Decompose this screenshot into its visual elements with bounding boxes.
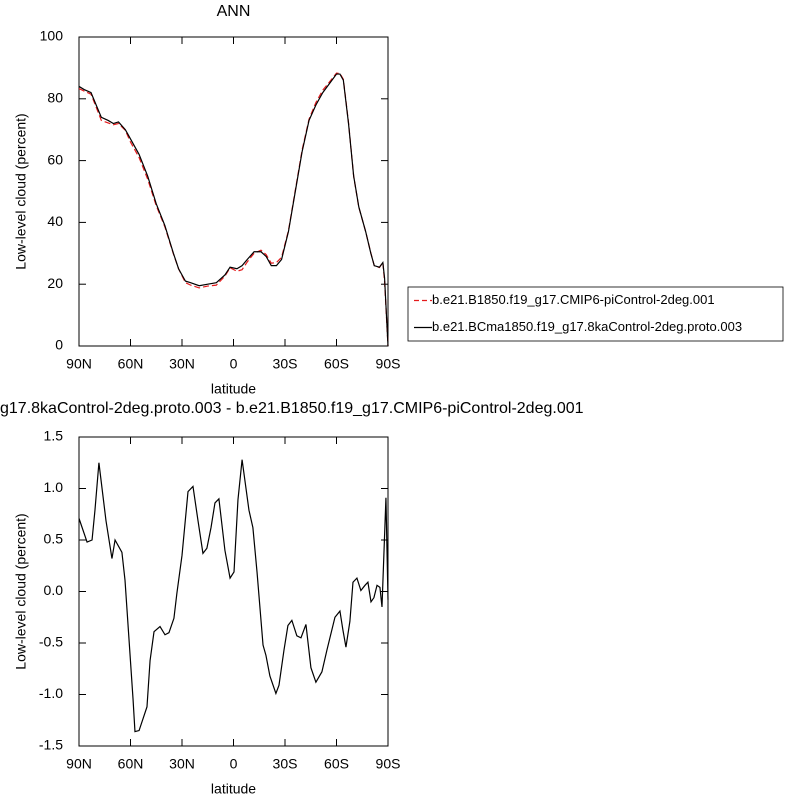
legend-box — [407, 286, 784, 342]
y-tick-label: 60 — [47, 151, 63, 167]
x-tick-label: 0 — [230, 356, 238, 372]
x-tick-label: 60S — [324, 756, 349, 772]
x-axis-label: latitude — [211, 381, 256, 397]
x-tick-label: 60N — [118, 756, 144, 772]
x-tick-label: 30N — [169, 356, 195, 372]
chart-title: g17.8kaControl-2deg.proto.003 - b.e21.B1… — [0, 400, 584, 417]
x-tick-label: 90S — [376, 756, 401, 772]
y-tick-label: 0 — [55, 337, 63, 353]
y-tick-label: 0.5 — [44, 531, 64, 547]
series-line — [78, 72, 389, 347]
y-tick-label: 80 — [47, 90, 63, 106]
series-line — [78, 73, 389, 347]
y-tick-label: 100 — [40, 28, 64, 44]
x-tick-label: 90S — [376, 356, 401, 372]
y-tick-label: 1.0 — [44, 479, 64, 495]
legend-label: b.e21.B1850.f19_g17.CMIP6-piControl-2deg… — [432, 292, 715, 307]
legend-label: b.e21.BCma1850.f19_g17.8kaControl-2deg.p… — [432, 319, 742, 334]
y-tick-label: 1.5 — [44, 428, 64, 444]
x-tick-label: 60S — [324, 356, 349, 372]
chart-title: ANN — [217, 3, 251, 20]
x-tick-label: 90N — [66, 356, 92, 372]
y-tick-label: -0.5 — [39, 634, 63, 650]
x-axis-label: latitude — [211, 781, 256, 797]
x-tick-label: 30S — [273, 356, 298, 372]
x-tick-label: 90N — [66, 756, 92, 772]
plot-frame — [78, 36, 389, 347]
y-tick-label: 0.0 — [44, 582, 64, 598]
y-tick-label: 20 — [47, 275, 63, 291]
y-tick-label: -1.5 — [39, 737, 63, 753]
y-axis-label: Low-level cloud (percent) — [13, 113, 29, 269]
series-line — [78, 459, 389, 733]
x-tick-label: 30N — [169, 756, 195, 772]
y-tick-label: -1.0 — [39, 685, 63, 701]
y-axis-label: Low-level cloud (percent) — [13, 513, 29, 669]
y-tick-label: 40 — [47, 213, 63, 229]
x-tick-label: 30S — [273, 756, 298, 772]
x-tick-label: 0 — [230, 756, 238, 772]
x-tick-label: 60N — [118, 356, 144, 372]
